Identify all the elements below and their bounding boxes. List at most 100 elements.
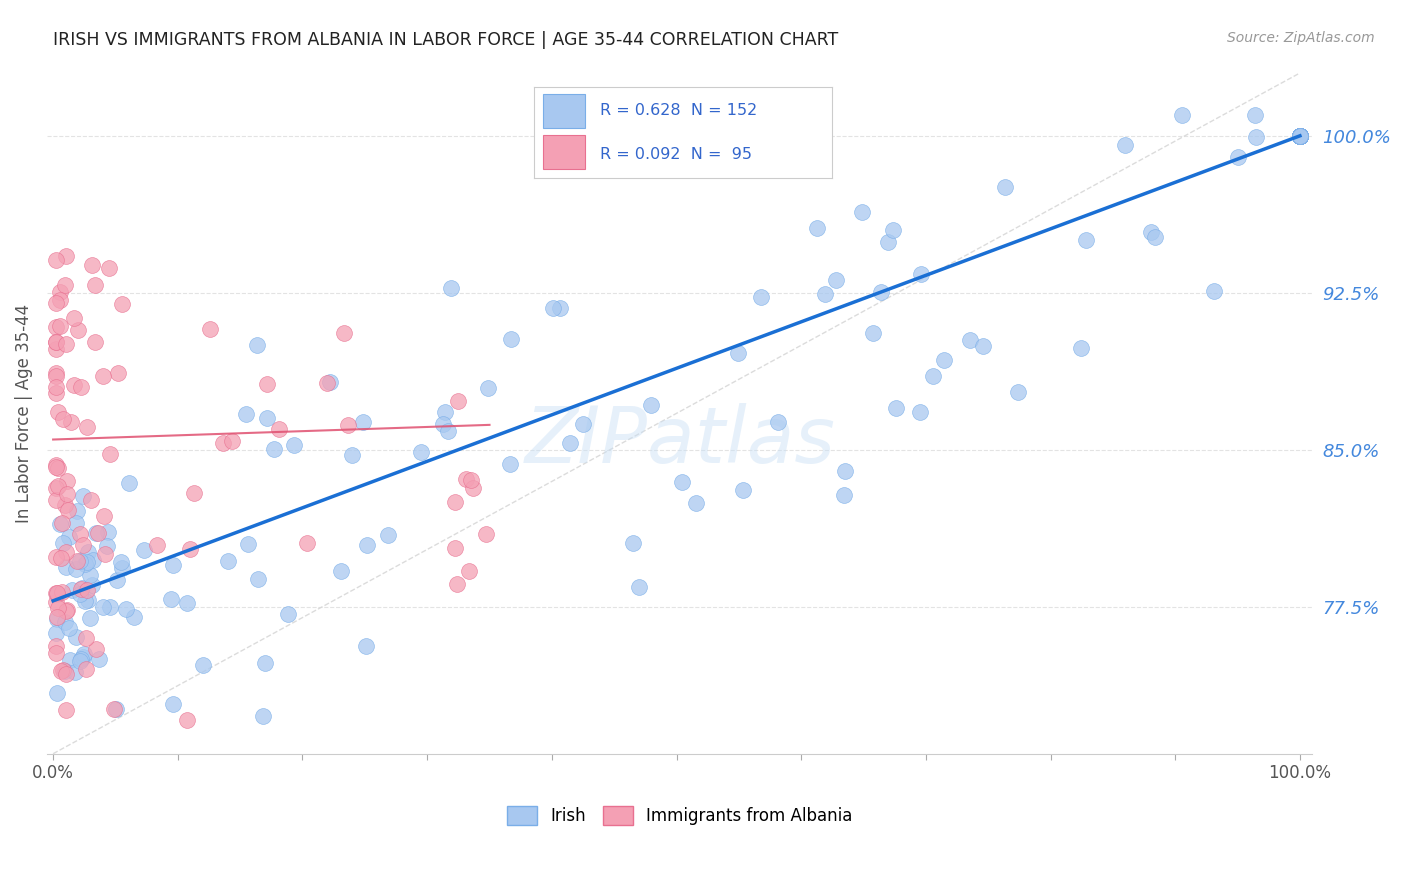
Point: [1289, 128, 1312, 143]
Point: [884, 401, 907, 416]
Point: [1289, 128, 1312, 143]
Point: [176, 713, 198, 727]
Point: [436, 424, 458, 438]
Point: [834, 464, 856, 478]
Point: [1227, 150, 1250, 164]
Point: [870, 285, 893, 300]
Point: [69, 527, 91, 541]
Point: [70, 581, 93, 595]
Point: [212, 436, 235, 450]
Point: [1289, 128, 1312, 143]
Point: [45, 459, 67, 474]
Point: [84, 526, 107, 541]
Point: [277, 607, 299, 621]
Point: [87, 526, 110, 541]
Point: [560, 436, 582, 450]
Point: [45, 342, 67, 356]
Point: [1289, 128, 1312, 143]
Point: [124, 610, 146, 624]
Point: [1289, 128, 1312, 143]
Point: [45, 640, 67, 654]
Point: [93, 509, 115, 524]
Point: [76, 555, 98, 569]
Point: [69, 654, 91, 668]
Point: [766, 415, 789, 429]
Point: [45, 458, 67, 472]
Text: IRISH VS IMMIGRANTS FROM ALBANIA IN LABOR FORCE | AGE 35-44 CORRELATION CHART: IRISH VS IMMIGRANTS FROM ALBANIA IN LABO…: [53, 31, 838, 49]
Point: [98, 599, 121, 614]
Point: [45, 481, 67, 495]
Point: [352, 415, 374, 429]
Point: [183, 486, 205, 500]
Point: [97, 525, 120, 540]
Point: [80, 493, 103, 508]
Point: [354, 639, 377, 653]
Point: [1289, 128, 1312, 143]
Point: [160, 591, 183, 606]
Point: [910, 268, 932, 282]
Point: [45, 320, 67, 334]
Point: [48, 285, 70, 299]
Point: [475, 527, 498, 541]
Point: [76, 420, 98, 434]
Point: [1076, 233, 1098, 247]
Point: [1289, 128, 1312, 143]
Point: [627, 580, 650, 594]
Point: [1202, 284, 1225, 298]
Point: [146, 538, 169, 552]
Point: [252, 709, 274, 723]
Point: [46, 601, 69, 615]
Point: [1289, 128, 1312, 143]
Point: [70, 651, 93, 665]
Point: [671, 475, 693, 490]
Point: [179, 542, 201, 557]
Point: [56, 474, 79, 488]
Point: [46, 587, 69, 601]
Point: [52, 664, 75, 678]
Point: [79, 611, 101, 625]
Point: [329, 564, 352, 578]
Point: [162, 697, 184, 711]
Point: [84, 642, 107, 657]
Point: [356, 538, 378, 552]
Point: [105, 702, 128, 716]
Point: [46, 479, 69, 493]
Point: [446, 394, 468, 409]
Point: [1289, 128, 1312, 143]
Legend: Irish, Immigrants from Albania: Irish, Immigrants from Albania: [501, 799, 859, 832]
Point: [97, 260, 120, 275]
Point: [45, 612, 67, 626]
Point: [235, 408, 257, 422]
Point: [1244, 130, 1267, 145]
Point: [463, 481, 485, 495]
Point: [825, 273, 848, 287]
Point: [254, 656, 277, 670]
Point: [333, 326, 356, 340]
Point: [62, 378, 84, 392]
Point: [1289, 128, 1312, 143]
Point: [65, 516, 87, 531]
Point: [79, 568, 101, 582]
Point: [46, 586, 69, 600]
Point: [834, 488, 856, 502]
Point: [337, 417, 360, 432]
Point: [76, 582, 98, 597]
Point: [862, 326, 884, 340]
Point: [727, 345, 749, 359]
Point: [1170, 108, 1192, 122]
Point: [246, 337, 269, 351]
Point: [446, 577, 468, 591]
Point: [922, 369, 945, 384]
Point: [46, 461, 69, 475]
Point: [49, 319, 72, 334]
Point: [80, 578, 103, 592]
Point: [75, 594, 97, 608]
Point: [319, 375, 342, 389]
Point: [48, 405, 70, 419]
Point: [91, 369, 114, 384]
Point: [45, 626, 67, 640]
Text: Source: ZipAtlas.com: Source: ZipAtlas.com: [1227, 31, 1375, 45]
Point: [45, 586, 67, 600]
Point: [1114, 137, 1136, 152]
Point: [198, 322, 221, 336]
